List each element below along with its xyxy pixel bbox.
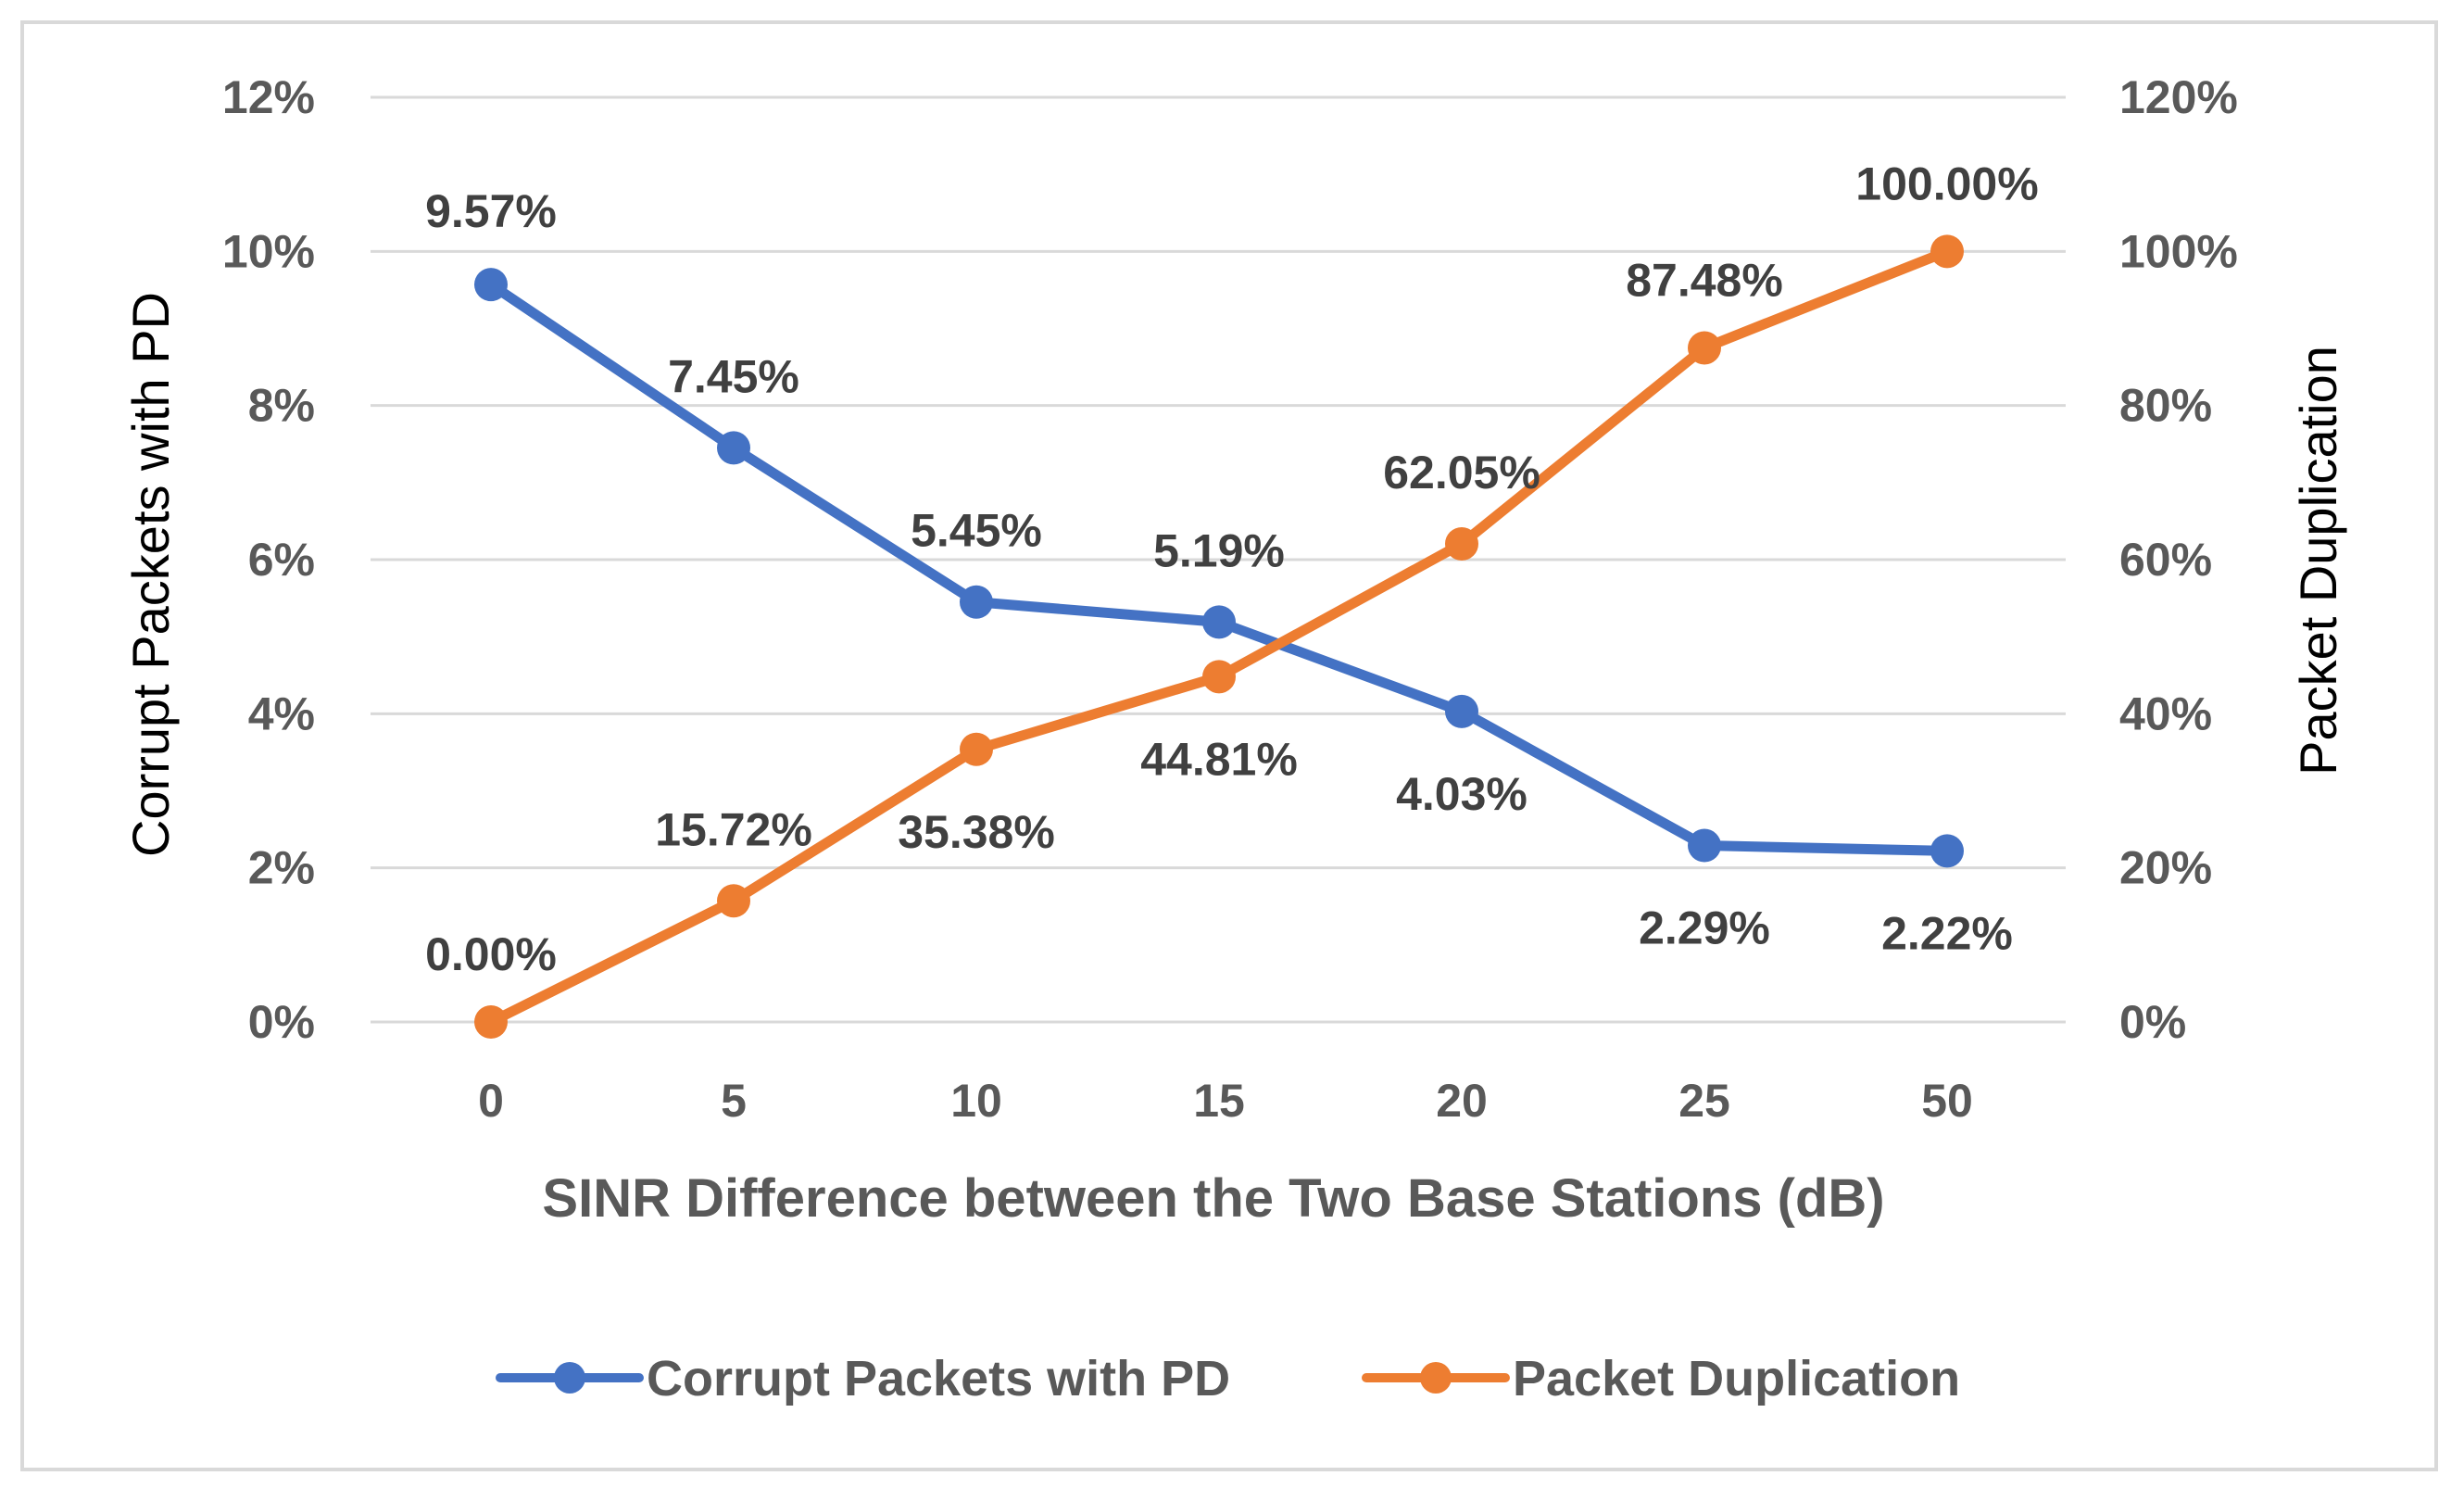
data-label-corrupt-packets: 2.22% xyxy=(1881,907,2013,959)
data-point-corrupt-packets[interactable] xyxy=(474,268,508,302)
data-label-packet-duplication: 62.05% xyxy=(1383,447,1540,498)
data-point-packet-duplication[interactable] xyxy=(960,732,993,766)
x-tick-label: 5 xyxy=(721,1075,747,1127)
legend-item-corrupt-packets[interactable]: Corrupt Packets with PD xyxy=(496,1351,1230,1406)
y2-tick-label: 40% xyxy=(2119,687,2212,739)
data-label-packet-duplication: 87.48% xyxy=(1626,254,1783,306)
data-label-corrupt-packets: 4.03% xyxy=(1396,768,1527,820)
data-label-corrupt-packets: 5.45% xyxy=(911,505,1042,557)
legend-item-packet-duplication[interactable]: Packet Duplication xyxy=(1362,1351,1960,1406)
data-label-packet-duplication: 0.00% xyxy=(425,928,557,980)
data-point-packet-duplication[interactable] xyxy=(1445,526,1478,561)
series xyxy=(474,234,1964,1039)
x-axis-title: SINR Difference between the Two Base Sta… xyxy=(542,1168,1884,1229)
legend-label-packet-duplication: Packet Duplication xyxy=(1513,1351,1960,1406)
data-point-corrupt-packets[interactable] xyxy=(1202,605,1236,639)
data-label-packet-duplication: 35.38% xyxy=(898,806,1055,858)
data-point-corrupt-packets[interactable] xyxy=(1930,834,1964,868)
legend: Corrupt Packets with PD Packet Duplicati… xyxy=(496,1351,1960,1406)
y-tick-label: 0% xyxy=(248,996,315,1048)
data-point-corrupt-packets[interactable] xyxy=(717,431,750,465)
y2-tick-label: 60% xyxy=(2119,534,2212,586)
y2-tick-label: 100% xyxy=(2119,225,2238,277)
y2-tick-label: 80% xyxy=(2119,380,2212,432)
left-y-axis-ticks: 0% 2% 4% 6% 8% 10% 12% xyxy=(222,71,315,1048)
right-y-axis-ticks: 0% 20% 40% 60% 80% 100% 120% xyxy=(2119,71,2238,1048)
data-point-packet-duplication[interactable] xyxy=(1202,660,1236,694)
x-tick-label: 10 xyxy=(950,1075,1002,1127)
y-tick-label: 12% xyxy=(222,71,315,123)
y-tick-label: 4% xyxy=(248,687,315,739)
data-point-packet-duplication[interactable] xyxy=(1930,234,1964,269)
x-tick-label: 15 xyxy=(1193,1075,1245,1127)
data-label-packet-duplication: 100.00% xyxy=(1855,158,2038,209)
data-point-packet-duplication[interactable] xyxy=(474,1005,508,1039)
x-tick-label: 25 xyxy=(1678,1075,1730,1127)
data-labels: 9.57% 7.45% 5.45% 5.19% 4.03% 2.29% 2.22% 0.00%… xyxy=(425,158,2039,980)
data-point-packet-duplication[interactable] xyxy=(717,884,750,918)
gridlines xyxy=(371,95,2066,1024)
y2-tick-label: 20% xyxy=(2119,842,2212,894)
data-label-corrupt-packets: 9.57% xyxy=(425,185,557,237)
x-axis-ticks: 0 5 10 15 20 25 50 xyxy=(478,1075,1973,1127)
y2-axis-title: Packet Duplication xyxy=(2289,346,2347,776)
data-point-corrupt-packets[interactable] xyxy=(960,585,993,619)
data-label-packet-duplication: 44.81% xyxy=(1140,733,1298,785)
data-point-packet-duplication[interactable] xyxy=(1688,331,1721,365)
y-tick-label: 2% xyxy=(248,842,315,894)
y-tick-label: 6% xyxy=(248,534,315,586)
data-point-corrupt-packets[interactable] xyxy=(1445,694,1478,728)
data-label-corrupt-packets: 2.29% xyxy=(1639,902,1770,954)
data-point-corrupt-packets[interactable] xyxy=(1688,828,1721,863)
chart-frame xyxy=(20,20,2438,1471)
y-tick-label: 10% xyxy=(222,225,315,277)
legend-label-corrupt-packets: Corrupt Packets with PD xyxy=(647,1351,1230,1406)
data-label-packet-duplication: 15.72% xyxy=(655,803,812,855)
x-tick-label: 0 xyxy=(478,1075,504,1127)
legend-marker-packet-duplication xyxy=(1420,1362,1452,1394)
y2-tick-label: 0% xyxy=(2119,996,2186,1048)
y-tick-label: 8% xyxy=(248,380,315,432)
y2-tick-label: 120% xyxy=(2119,71,2238,123)
data-label-corrupt-packets: 7.45% xyxy=(668,350,799,402)
x-tick-label: 20 xyxy=(1436,1075,1488,1127)
legend-marker-corrupt-packets xyxy=(554,1362,585,1394)
y-axis-title: Corrupt Packets with PD xyxy=(121,292,180,857)
data-label-corrupt-packets: 5.19% xyxy=(1153,524,1285,576)
x-tick-label: 50 xyxy=(1921,1075,1973,1127)
